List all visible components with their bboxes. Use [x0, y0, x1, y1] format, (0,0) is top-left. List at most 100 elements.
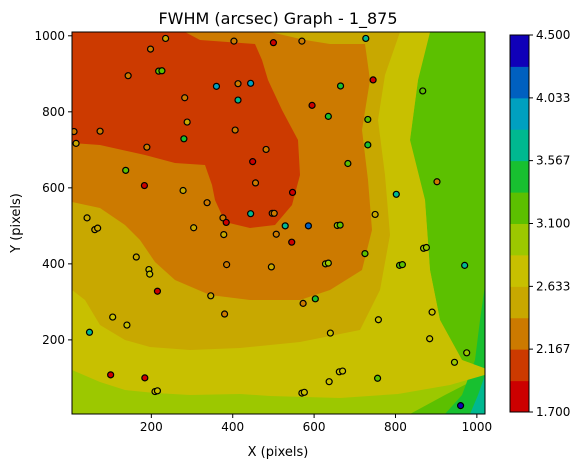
y-axis: 200 400 600 800 1000 — [34, 29, 72, 347]
x-tick-label: 400 — [221, 420, 244, 434]
data-point — [123, 321, 131, 329]
data-point — [143, 143, 151, 151]
data-point — [207, 292, 215, 300]
y-tick-label: 600 — [42, 181, 65, 195]
data-point — [426, 335, 434, 343]
data-point — [267, 263, 275, 271]
data-point — [299, 299, 307, 307]
data-point — [247, 79, 255, 87]
data-point — [161, 34, 170, 43]
data-point — [422, 243, 431, 252]
data-point — [223, 261, 231, 269]
colorbar-tick-label: 4.033 — [536, 91, 570, 105]
data-point — [298, 37, 306, 45]
data-point — [234, 80, 242, 88]
data-point — [392, 190, 400, 198]
colorbar-segment — [510, 35, 529, 67]
data-point — [300, 388, 308, 396]
data-point — [107, 371, 115, 379]
y-tick-label: 400 — [42, 257, 65, 271]
data-point — [288, 188, 297, 197]
data-point — [180, 135, 188, 143]
colorbar-segment — [510, 66, 529, 99]
data-point — [373, 374, 382, 382]
x-axis-label: X (pixels) — [248, 445, 309, 460]
data-point — [269, 39, 278, 47]
data-point — [428, 308, 436, 316]
colorbar-segment — [510, 97, 529, 130]
data-point — [231, 126, 239, 134]
data-point — [72, 139, 80, 147]
data-point — [270, 209, 278, 217]
y-tick-label: 200 — [42, 333, 65, 347]
colorbar-ticks: 1.700 2.167 2.633 3.100 3.567 4.033 4.500 — [529, 28, 570, 419]
data-point — [338, 367, 347, 375]
data-point — [181, 94, 189, 102]
data-point — [234, 96, 242, 104]
data-point — [222, 218, 230, 227]
data-point — [326, 329, 334, 337]
data-point — [450, 358, 459, 366]
data-point — [109, 313, 117, 321]
colorbar-tick-label: 3.567 — [536, 154, 570, 168]
colorbar-tick-label: 2.633 — [536, 279, 570, 293]
data-point — [364, 115, 372, 124]
data-point — [324, 112, 332, 120]
data-point — [325, 378, 333, 386]
data-point — [132, 253, 140, 261]
data-point — [146, 270, 154, 278]
data-point — [96, 127, 104, 135]
colorbar-tick-label: 2.167 — [536, 342, 570, 356]
data-point — [124, 72, 132, 80]
x-tick-label: 1000 — [462, 420, 493, 434]
y-axis-label: Y (pixels) — [9, 193, 24, 254]
colorbar-segment — [510, 349, 529, 382]
data-point — [311, 295, 319, 303]
colorbar-segment — [510, 286, 529, 319]
data-point — [362, 34, 370, 43]
data-point — [183, 118, 191, 126]
colorbar-tick-label: 4.500 — [536, 28, 570, 42]
data-point — [419, 87, 427, 95]
data-point — [179, 186, 187, 195]
colorbar-segment — [510, 223, 529, 256]
data-point — [371, 210, 379, 219]
colorbar-tick-label: 3.100 — [536, 217, 570, 231]
data-point — [398, 261, 406, 269]
data-point — [251, 179, 260, 187]
contour-band-3100 — [410, 32, 485, 414]
contour-band-3567 — [470, 375, 485, 414]
data-point — [122, 166, 130, 174]
colorbar-segment — [510, 380, 529, 413]
data-point — [153, 287, 162, 295]
data-point — [364, 141, 372, 149]
data-point — [146, 45, 155, 53]
x-tick-label: 200 — [140, 420, 163, 434]
data-point — [72, 127, 78, 136]
colorbar-segment — [510, 129, 529, 162]
data-point — [230, 37, 238, 45]
data-point — [272, 230, 280, 238]
data-point — [369, 76, 377, 84]
y-tick-label: 800 — [42, 105, 65, 119]
colorbar-segment — [510, 160, 529, 193]
data-point — [461, 261, 469, 269]
data-point — [344, 159, 352, 168]
chart-title: FWHM (arcsec) Graph - 1_875 — [158, 9, 397, 29]
data-point — [463, 349, 471, 357]
contour-band-3333 — [445, 285, 485, 414]
data-point — [220, 310, 229, 318]
data-point — [361, 249, 369, 258]
colorbar — [510, 35, 529, 413]
data-point — [281, 222, 289, 230]
data-point — [336, 221, 344, 229]
data-point — [374, 316, 382, 324]
measurement-points — [72, 34, 471, 410]
colorbar-segment — [510, 317, 529, 350]
colorbar-segment — [510, 254, 529, 287]
data-point — [288, 238, 296, 246]
x-tick-label: 800 — [384, 420, 407, 434]
data-point — [247, 210, 255, 218]
data-point — [158, 67, 166, 75]
y-tick-label: 1000 — [34, 29, 65, 43]
